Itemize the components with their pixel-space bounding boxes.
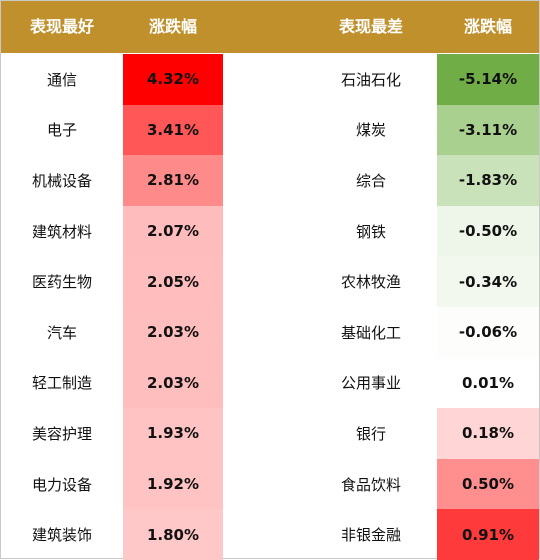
best-sector-name: 建筑装饰 [31,526,92,545]
worst-sector-name: 钢铁 [355,222,386,241]
worst-sector-name: 非银金融 [340,526,401,545]
worst-sector-name: 综合 [355,171,386,190]
best-sector-change: 2.03% [123,307,223,358]
best-sector-change: 1.80% [123,509,223,560]
worst-sector-change: 0.91% [437,509,539,560]
best-sector-name: 医药生物 [31,273,92,292]
table-header: 表现最好 涨跌幅 表现最差 涨跌幅 [1,1,539,53]
table-row: 通信 4.32% 石油石化 -5.14% [1,54,539,105]
header-worst-performers: 表现最差 [338,17,403,36]
table-row: 机械设备 2.81% 综合 -1.83% [1,155,539,206]
best-sector-name: 机械设备 [31,171,92,190]
best-sector-change: 2.05% [123,256,223,307]
best-sector-name: 通信 [46,70,77,89]
best-sector-change: 4.32% [123,54,223,105]
table-row: 美容护理 1.93% 银行 0.18% [1,408,539,459]
worst-sector-name: 公用事业 [340,374,401,393]
worst-sector-name: 银行 [355,424,386,443]
best-sector-change: 1.93% [123,408,223,459]
table-row: 医药生物 2.05% 农林牧渔 -0.34% [1,256,539,307]
table-row: 电子 3.41% 煤炭 -3.11% [1,104,539,156]
table-row: 汽车 2.03% 基础化工 -0.06% [1,307,539,358]
best-sector-change: 2.81% [123,155,223,206]
best-sector-name: 美容护理 [31,424,92,443]
worst-sector-change: -3.11% [437,104,539,156]
table-row: 建筑装饰 1.80% 非银金融 0.91% [1,509,539,560]
worst-sector-change: -0.34% [437,256,539,307]
header-best-performers: 表现最好 [29,17,94,36]
header-best-change: 涨跌幅 [148,17,197,36]
best-sector-name: 建筑材料 [31,222,92,241]
worst-sector-change: -0.06% [437,307,539,358]
worst-sector-name: 食品饮料 [340,475,401,494]
best-sector-name: 电子 [46,121,77,140]
table-row: 轻工制造 2.03% 公用事业 0.01% [1,357,539,409]
best-sector-change: 2.03% [123,357,223,409]
worst-sector-change: 0.50% [437,458,539,510]
best-sector-change: 3.41% [123,104,223,156]
worst-sector-change: -1.83% [437,155,539,206]
best-sector-name: 汽车 [46,323,77,342]
worst-sector-name: 基础化工 [340,323,401,342]
best-sector-name: 电力设备 [31,475,92,494]
table-row: 建筑材料 2.07% 钢铁 -0.50% [1,205,539,257]
worst-sector-change: 0.18% [437,408,539,459]
worst-sector-change: -0.50% [437,205,539,257]
table-row: 电力设备 1.92% 食品饮料 0.50% [1,458,539,510]
worst-sector-change: 0.01% [437,357,539,409]
best-sector-change: 2.07% [123,205,223,257]
worst-sector-name: 农林牧渔 [340,273,401,292]
worst-sector-name: 煤炭 [355,121,386,140]
best-sector-change: 1.92% [123,458,223,510]
worst-sector-name: 石油石化 [340,70,401,89]
worst-sector-change: -5.14% [437,54,539,105]
best-sector-name: 轻工制造 [31,374,92,393]
header-worst-change: 涨跌幅 [463,17,512,36]
